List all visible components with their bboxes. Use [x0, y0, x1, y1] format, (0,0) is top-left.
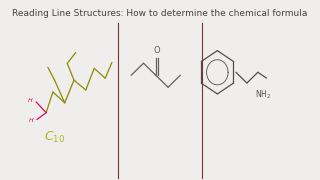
- Text: $C_{10}$: $C_{10}$: [44, 130, 65, 145]
- Text: H: H: [28, 98, 33, 103]
- Text: O: O: [153, 46, 160, 55]
- Text: NH$_2$: NH$_2$: [255, 88, 271, 101]
- Text: H: H: [29, 118, 34, 123]
- Text: Reading Line Structures: How to determine the chemical formula: Reading Line Structures: How to determin…: [12, 9, 308, 18]
